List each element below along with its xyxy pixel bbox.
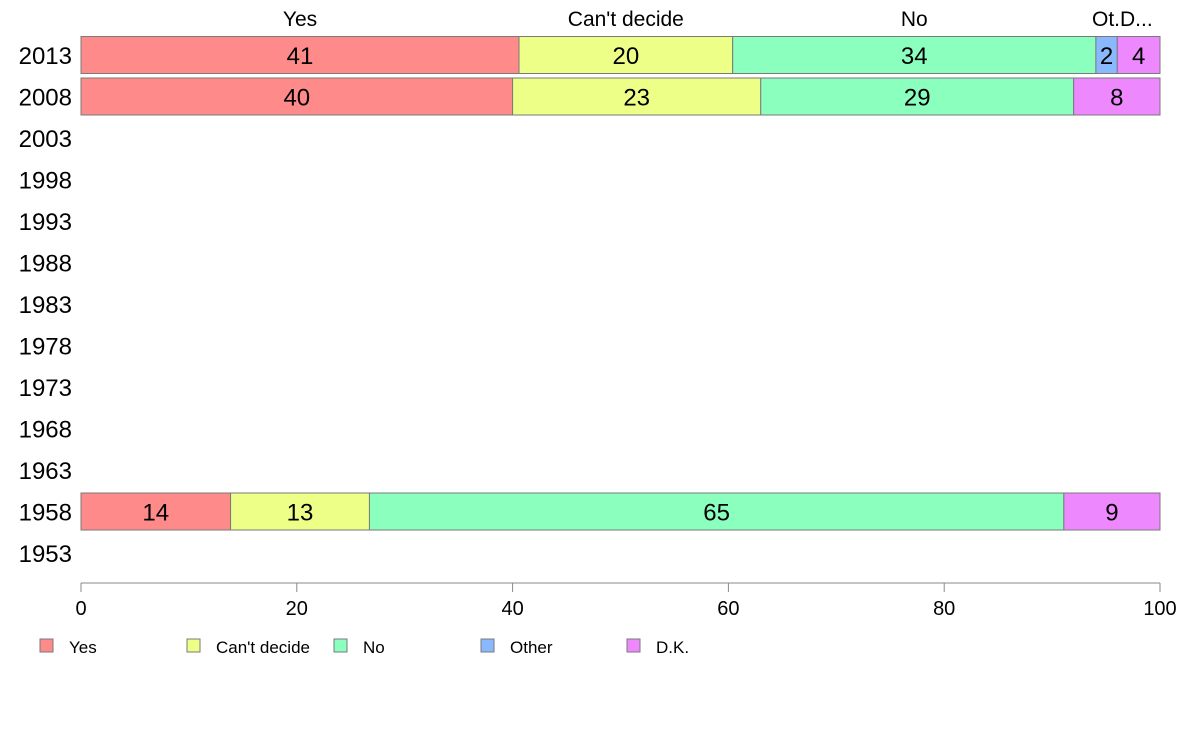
x-tick-label: 80 — [933, 598, 955, 620]
legend-label: Other — [510, 638, 553, 657]
bar-segment — [518, 36, 734, 74]
y-tick-label: 1968 — [19, 417, 72, 444]
x-tick-label: 0 — [75, 598, 86, 620]
legend-label: D.K. — [656, 638, 689, 657]
x-tick-label: 20 — [286, 598, 308, 620]
bar-segment — [80, 77, 514, 116]
bar-segment — [1116, 36, 1161, 74]
y-tick-label: 1978 — [19, 334, 72, 361]
legend-swatch — [626, 638, 641, 653]
y-axis-labels: 2013 2008 2003 1998 1993 1988 1983 1978 1973 1968… — [19, 43, 72, 568]
legend-swatch — [186, 638, 201, 653]
x-tick-label: 100 — [1143, 598, 1176, 620]
y-tick-label: 2013 — [19, 43, 72, 70]
bar-segment — [1063, 492, 1161, 531]
bar-value-label: 41 — [287, 43, 314, 70]
bar-value-label: 40 — [283, 85, 310, 112]
x-axis: 0 20 40 60 80 100 — [75, 582, 1177, 620]
top-category-label: D... — [1120, 8, 1153, 31]
top-category-label: Can't decide — [568, 8, 684, 31]
bar-value-label: 8 — [1110, 85, 1123, 112]
bar-value-label: 4 — [1132, 43, 1145, 70]
bar-value-label: 9 — [1105, 500, 1118, 527]
top-category-label: Yes — [283, 8, 317, 31]
y-tick-label: 2008 — [19, 85, 72, 112]
y-tick-label: 1973 — [19, 375, 72, 402]
bar-value-label: 29 — [904, 85, 931, 112]
bar-segment — [80, 36, 520, 74]
bar-segment — [760, 77, 1075, 116]
bar-segment — [1073, 77, 1161, 116]
legend-swatch — [333, 638, 348, 653]
bar-value-label: 65 — [703, 500, 730, 527]
legend-label: Yes — [69, 638, 97, 657]
y-tick-label: 1963 — [19, 458, 72, 485]
bar-segment — [230, 492, 370, 531]
bars: 41 20 34 2 4 40 23 29 8 14 13 65 9 — [80, 36, 1161, 531]
x-tick-label: 60 — [717, 598, 739, 620]
bar-segment — [732, 36, 1097, 74]
bar-segment — [80, 492, 232, 531]
top-category-label: No — [901, 8, 928, 31]
bar-value-label: 2 — [1100, 43, 1113, 70]
top-category-label: Ot. — [1092, 8, 1120, 31]
y-tick-label: 1998 — [19, 168, 72, 195]
y-tick-label: 2003 — [19, 126, 72, 153]
bar-value-label: 13 — [287, 500, 314, 527]
legend-swatch — [39, 638, 54, 653]
legend: Yes Can't decide No Other D.K. — [39, 638, 689, 657]
y-tick-label: 1993 — [19, 209, 72, 236]
y-tick-label: 1983 — [19, 292, 72, 319]
x-tick-label: 40 — [501, 598, 523, 620]
bar-value-label: 34 — [901, 43, 928, 70]
y-tick-label: 1953 — [19, 541, 72, 568]
legend-label: Can't decide — [216, 638, 310, 657]
bar-value-label: 20 — [612, 43, 639, 70]
legend-swatch — [480, 638, 495, 653]
bar-segment — [512, 77, 762, 116]
bar-value-label: 14 — [142, 500, 169, 527]
top-category-labels: Yes Can't decide No Ot. D... — [283, 8, 1153, 31]
bar-value-label: 23 — [623, 85, 650, 112]
legend-label: No — [363, 638, 385, 657]
y-tick-label: 1958 — [19, 500, 72, 527]
y-tick-label: 1988 — [19, 251, 72, 278]
bar-segment — [368, 492, 1065, 531]
